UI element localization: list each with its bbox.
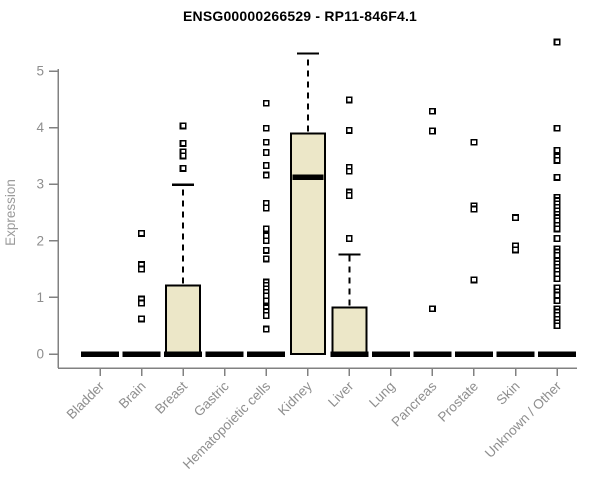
collapsed-box-pancreas [413,351,452,357]
x-tick-label-liver: Liver [325,378,357,410]
outlier-point-unknown-other [553,297,561,305]
median-kidney [292,174,324,181]
box-kidney [289,132,326,355]
x-tick-label-bladder: Bladder [64,378,108,422]
outlier-point-hematopoietic-cells [262,255,270,263]
x-tick-label-skin: Skin [493,379,522,408]
outlier-point-unknown-other [553,124,561,132]
outlier-point-unknown-other [553,225,561,233]
outlier-point-hematopoietic-cells [262,99,270,107]
outlier-point-prostate [470,138,478,146]
box-breast [165,284,202,356]
outlier-point-unknown-other [553,146,561,154]
x-tick-label-kidney: Kidney [275,378,315,418]
outlier-point-hematopoietic-cells [262,162,270,169]
outlier-point-liver [345,192,353,199]
outlier-point-brain [138,265,145,273]
x-tick-label-prostate: Prostate [435,379,481,425]
collapsed-box-bladder [81,351,119,357]
outlier-point-breast [179,152,187,160]
outlier-point-hematopoietic-cells [262,171,270,179]
outlier-point-brain [138,315,145,323]
outlier-point-pancreas [428,305,436,313]
x-tick-label-pancreas: Pancreas [389,378,440,429]
outlier-point-breast [179,140,187,147]
outlier-point-hematopoietic-cells [262,247,270,254]
x-tick-label-breast: Breast [152,378,190,416]
x-tick-label-brain: Brain [116,379,149,412]
collapsed-box-brain [122,351,161,357]
outlier-point-hematopoietic-cells [262,225,270,233]
outlier-point-brain [138,299,145,307]
outlier-point-hematopoietic-cells [262,204,270,212]
outlier-point-unknown-other [553,157,561,164]
outlier-point-breast [179,164,187,172]
outlier-point-liver [345,235,353,242]
outlier-point-prostate [470,205,478,213]
outlier-point-hematopoietic-cells [262,312,270,319]
outlier-point-unknown-other [553,174,561,181]
collapsed-box-gastric [205,351,244,357]
outlier-point-liver [345,96,353,104]
outlier-point-unknown-other [553,275,561,283]
outlier-point-hematopoietic-cells [262,297,270,305]
y-axis-title: Expression [3,179,18,246]
x-tick-label-lung: Lung [366,379,398,411]
outlier-point-unknown-other [553,235,561,242]
outlier-point-unknown-other [553,322,561,330]
outlier-point-hematopoietic-cells [262,138,270,146]
outlier-point-pancreas [428,107,436,115]
collapsed-box-skin [496,351,535,357]
y-tick-label: 3 [36,177,44,192]
median-liver [330,351,369,357]
y-tick-label: 5 [36,64,44,79]
y-tick-label: 4 [36,120,44,135]
outlier-point-liver [345,167,353,175]
collapsed-box-unknown-other [538,351,577,357]
collapsed-box-prostate [454,351,493,357]
outlier-point-skin [512,246,519,254]
outlier-point-hematopoietic-cells [262,124,270,132]
collapsed-box-lung [371,351,410,357]
x-tick-label-gastric: Gastric [191,378,232,419]
outlier-point-unknown-other [553,291,561,299]
outlier-point-skin [512,214,519,221]
y-tick-label: 2 [36,233,44,248]
outlier-point-hematopoietic-cells [262,149,270,156]
y-tick-label: 1 [36,290,44,305]
outlier-point-liver [345,127,353,134]
box-liver [331,306,368,356]
outlier-point-pancreas [428,127,436,135]
outlier-point-brain [138,230,145,237]
x-tick-label-unknown-other: Unknown / Other [482,378,565,461]
y-tick-label: 0 [36,347,44,362]
outlier-point-breast [179,122,187,130]
median-breast [164,351,203,357]
collapsed-box-hematopoietic-cells [247,351,286,357]
outlier-point-unknown-other [553,38,561,46]
outlier-point-hematopoietic-cells [262,237,270,245]
outlier-point-prostate [470,276,478,284]
outlier-point-hematopoietic-cells [262,325,270,333]
chart-title: ENSG00000266529 - RP11-846F4.1 [182,8,418,24]
